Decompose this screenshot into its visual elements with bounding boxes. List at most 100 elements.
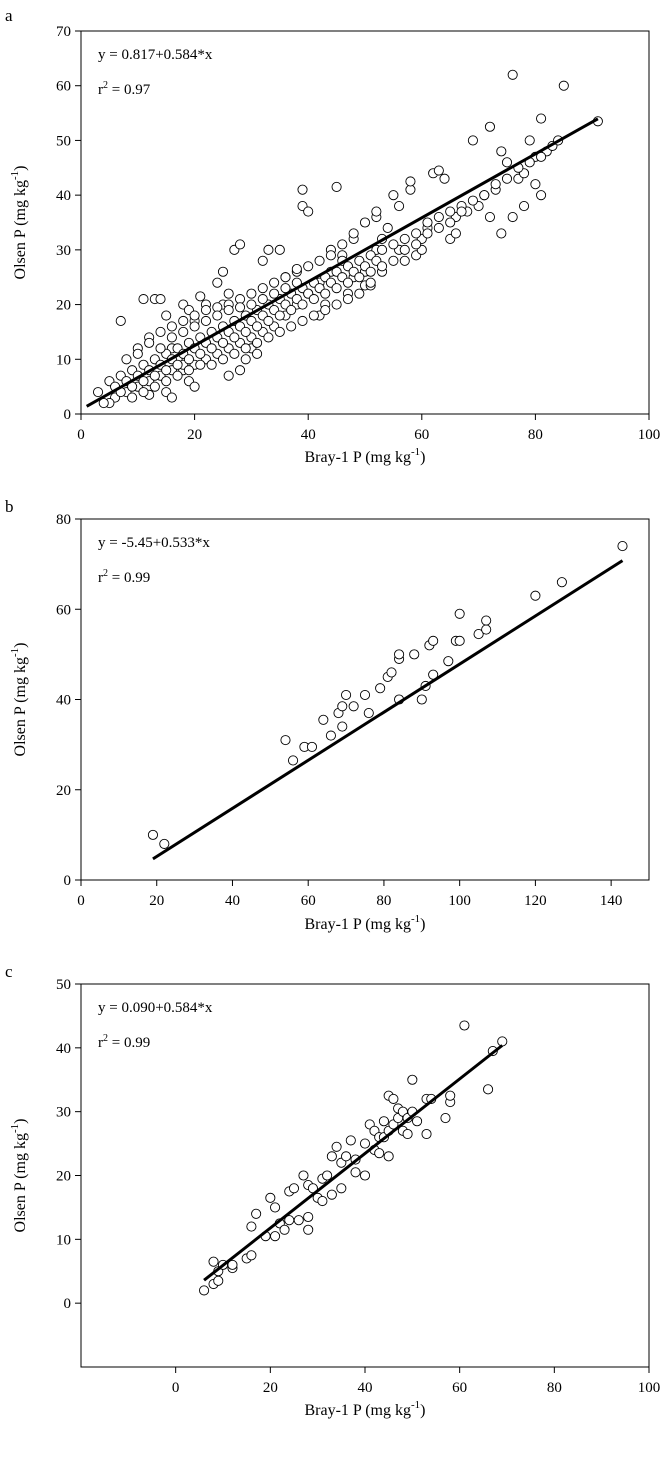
data-point (217, 354, 229, 365)
data-point (263, 244, 274, 255)
data-point (354, 288, 365, 299)
data-point (490, 179, 501, 190)
data-point (342, 277, 354, 288)
regression-equation: y = -5.45+0.533*x (98, 535, 210, 551)
x-tick-label: 0 (172, 1380, 180, 1396)
data-point (166, 332, 177, 343)
data-point (454, 608, 465, 619)
data-point (386, 667, 397, 678)
data-point (252, 348, 263, 359)
data-point (246, 1250, 257, 1261)
regression-line (152, 559, 624, 861)
data-point (189, 310, 200, 321)
data-point (229, 332, 240, 343)
data-point (189, 381, 200, 392)
panel-label: c (5, 962, 13, 981)
x-tick-label: 100 (448, 893, 471, 909)
data-point (127, 392, 138, 403)
regression-line (203, 1044, 504, 1282)
x-tick-label: 0 (77, 427, 85, 443)
data-point (399, 255, 410, 266)
data-point (317, 1195, 328, 1207)
data-point (507, 69, 518, 80)
data-point (240, 343, 251, 354)
x-tick-label: 0 (77, 893, 85, 909)
data-point (359, 217, 371, 228)
data-point (394, 201, 405, 212)
data-point (363, 707, 374, 719)
data-point (161, 310, 172, 321)
y-tick-label: 0 (64, 1296, 72, 1312)
data-point (229, 348, 240, 359)
data-point (306, 741, 318, 752)
data-point (617, 541, 628, 552)
data-point (92, 387, 104, 398)
data-point (234, 302, 246, 313)
data-point (496, 228, 507, 239)
panel-label: a (5, 6, 13, 25)
data-point (481, 624, 492, 635)
data-point (189, 321, 200, 332)
data-point (200, 304, 212, 316)
x-tick-label: 80 (547, 1380, 562, 1396)
data-point (454, 635, 465, 646)
data-point (376, 261, 388, 272)
data-point (399, 244, 410, 255)
panel-label: b (5, 497, 14, 516)
data-point (411, 228, 422, 239)
data-point (223, 288, 234, 299)
x-tick-label: 40 (358, 1380, 373, 1396)
data-point (536, 190, 547, 201)
data-point (450, 228, 461, 239)
data-point (501, 157, 513, 168)
data-point (556, 577, 567, 588)
data-point (399, 233, 410, 244)
data-point (421, 1128, 432, 1140)
data-point (481, 615, 492, 626)
data-point (443, 656, 454, 667)
data-point (383, 1151, 394, 1162)
data-point (217, 266, 229, 277)
data-point (497, 1036, 508, 1047)
x-tick-label: 80 (528, 427, 543, 443)
data-point (325, 730, 336, 741)
plot-frame (80, 30, 650, 415)
data-point (161, 376, 172, 387)
x-tick-label: 20 (187, 427, 202, 443)
data-point (359, 1138, 371, 1149)
data-point (409, 649, 420, 660)
data-point (155, 343, 166, 354)
data-point (433, 165, 444, 176)
chart-panel-b: b 0 20 40 60 80 100 120 140 0 20 40 60 80 y = -5.45+0.… (5, 497, 650, 933)
data-point (337, 721, 348, 732)
data-point (336, 1183, 347, 1194)
x-axis-label: Bray-1 P (mg kg-1) (304, 913, 425, 933)
data-point (291, 263, 302, 275)
data-point (183, 354, 194, 365)
data-point (374, 1148, 385, 1159)
data-point (428, 635, 439, 646)
data-point (297, 184, 308, 195)
data-point (166, 392, 177, 403)
data-point (341, 1151, 352, 1162)
data-point (467, 195, 478, 206)
data-point (322, 1170, 333, 1181)
data-point (270, 1202, 281, 1213)
data-point (331, 283, 342, 294)
data-point (394, 649, 405, 660)
data-point (365, 277, 376, 288)
data-point (223, 370, 234, 381)
data-point (246, 1221, 257, 1232)
x-tick-label: 40 (301, 427, 316, 443)
data-point (411, 239, 422, 250)
data-point (183, 365, 194, 376)
data-point (303, 206, 314, 217)
data-point (416, 694, 427, 705)
data-point (208, 1256, 219, 1267)
data-point (484, 211, 496, 223)
data-point (234, 239, 246, 250)
y-tick-label: 40 (56, 1041, 71, 1057)
data-point (388, 1093, 399, 1104)
data-point (223, 304, 234, 316)
y-tick-label: 70 (56, 24, 71, 40)
